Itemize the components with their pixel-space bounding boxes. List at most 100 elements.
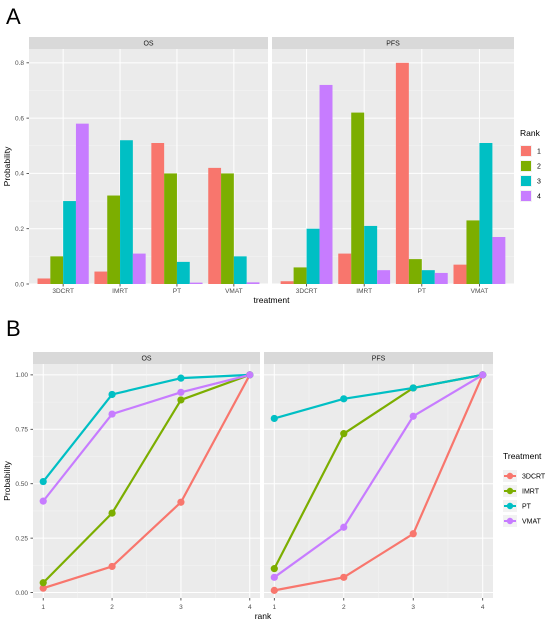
point-os-pt-rank-2: [108, 390, 116, 399]
a-legend-label-4: 4: [537, 194, 541, 201]
a-y-tick-label: 0.6: [15, 115, 24, 122]
bar-os-pt-rank-2: [164, 173, 177, 284]
b-x-tick-label: 1: [41, 604, 45, 611]
bar-pfs-pt-rank-4: [434, 272, 448, 284]
line-os-imrt: [42, 373, 251, 584]
bar-pfs-imrt-rank-4: [377, 270, 391, 284]
bar-os-vmat-rank-4: [246, 282, 260, 284]
b-y-tick-label: 0.50: [15, 481, 28, 488]
a-y-axis-title: Probability: [2, 146, 12, 186]
panel-label-b: B: [6, 316, 21, 341]
b-legend-key-point-3dcrt: [506, 472, 514, 480]
bar-pfs-pt-rank-1: [395, 62, 409, 284]
a-legend-key-1: [521, 146, 531, 156]
b-x-tick-label: 1: [272, 604, 276, 611]
a-legend-label-2: 2: [537, 164, 541, 171]
point-os-vmat-rank-4: [246, 371, 254, 379]
line-pfs-3dcrt: [274, 374, 484, 592]
a-legend-key-3: [521, 176, 531, 186]
bar-pfs-3dcrt-rank-3: [306, 228, 320, 284]
b-legend-label-pt: PT: [522, 504, 532, 511]
a-strip-label-pfs: PFS: [386, 41, 400, 48]
bar-os-vmat-rank-3: [233, 256, 247, 284]
bar-os-3dcrt-rank-4: [75, 123, 89, 284]
b-x-tick-label: 4: [248, 604, 252, 611]
a-strip-os: [29, 37, 268, 49]
a-x-tick-label: PT: [418, 288, 426, 295]
b-legend-key-point-vmat: [506, 517, 514, 525]
point-pfs-pt-rank-3: [409, 384, 417, 392]
point-os-pt-rank-1: [39, 477, 47, 486]
a-x-tick-label: 3DCRT: [52, 288, 74, 295]
bar-os-pt-rank-4: [189, 282, 203, 284]
b-strip-pfs: [264, 352, 493, 364]
point-os-vmat-rank-1: [39, 497, 47, 505]
a-y-tick-label: 0.2: [15, 226, 24, 233]
bar-pfs-3dcrt-rank-1: [280, 281, 294, 284]
bar-pfs-vmat-rank-2: [466, 220, 480, 284]
point-pfs-vmat-rank-4: [479, 371, 487, 379]
point-os-3dcrt-rank-2: [108, 562, 116, 571]
a-legend-key-4: [521, 191, 531, 201]
point-pfs-imrt-rank-1: [270, 565, 278, 573]
a-strip-label-os: OS: [143, 41, 153, 48]
point-pfs-vmat-rank-2: [340, 523, 348, 531]
point-os-3dcrt-rank-3: [177, 498, 185, 506]
b-x-tick-label: 2: [342, 604, 346, 611]
line-pfs-pt: [274, 373, 483, 420]
point-pfs-3dcrt-rank-2: [340, 573, 348, 581]
b-legend-key-point-imrt: [506, 487, 514, 495]
bar-pfs-pt-rank-2: [408, 259, 422, 284]
point-pfs-3dcrt-rank-1: [270, 586, 278, 594]
b-strip-label-pfs: PFS: [372, 356, 386, 363]
bar-chart-panel-a: OS 3DCRT IMRT PT VMAT PFS 3DCRT IMRT PT VMAT 0.0 0.…: [2, 37, 541, 305]
point-pfs-vmat-rank-3: [409, 412, 417, 420]
point-os-vmat-rank-2: [108, 410, 116, 418]
b-y-axis-title: Probability: [2, 460, 12, 500]
a-x-tick-label: IMRT: [112, 288, 128, 295]
b-legend-label-imrt: IMRT: [522, 489, 540, 496]
line-pfs-vmat: [273, 373, 484, 579]
line-os-pt: [42, 373, 250, 483]
a-legend-label-3: 3: [537, 179, 541, 186]
bar-pfs-3dcrt-rank-2: [293, 267, 307, 284]
b-x-tick-label: 4: [481, 604, 485, 611]
a-y-tick-label: 0.4: [15, 171, 24, 178]
bar-os-pt-rank-3: [176, 261, 190, 284]
bar-os-pt-rank-1: [151, 143, 165, 284]
point-os-vmat-rank-3: [177, 388, 185, 396]
a-legend-key-2: [521, 161, 531, 171]
bar-os-3dcrt-rank-2: [50, 256, 64, 284]
b-x-axis-title: rank: [255, 611, 272, 621]
a-x-tick-label: IMRT: [356, 288, 372, 295]
a-legend-title: Rank: [520, 128, 541, 138]
a-y-tick-label: 0.0: [15, 281, 24, 288]
b-y-tick-label: 0.00: [15, 590, 28, 597]
bar-os-vmat-rank-1: [208, 167, 222, 284]
line-chart-panel-b: OS 1 2 3 4 PFS 1 2 3 4 0.00 0.25 0.50 0.75 1.00 Probabi…: [2, 352, 546, 621]
b-y-tick-label: 0.75: [15, 427, 28, 434]
point-pfs-vmat-rank-1: [270, 573, 278, 581]
bar-pfs-3dcrt-rank-4: [319, 84, 333, 284]
point-os-imrt-rank-3: [177, 396, 185, 404]
bar-os-imrt-rank-4: [132, 253, 146, 284]
point-os-pt-rank-3: [177, 374, 185, 382]
bar-pfs-pt-rank-3: [421, 270, 435, 284]
line-os-vmat: [42, 373, 251, 502]
point-pfs-imrt-rank-2: [340, 430, 348, 438]
b-x-tick-label: 3: [179, 604, 183, 611]
b-legend-label-vmat: VMAT: [522, 519, 542, 526]
b-strip-os: [33, 352, 260, 364]
bar-pfs-imrt-rank-2: [351, 112, 365, 285]
bar-os-imrt-rank-1: [94, 271, 108, 284]
point-os-imrt-rank-2: [108, 509, 116, 517]
bar-os-3dcrt-rank-1: [37, 278, 51, 284]
bar-pfs-vmat-rank-1: [453, 264, 467, 284]
line-os-3dcrt: [42, 374, 251, 590]
a-strip-pfs: [272, 37, 514, 49]
bar-os-imrt-rank-2: [107, 195, 121, 284]
b-y-tick-label: 0.25: [15, 535, 28, 542]
b-strip-label-os: OS: [141, 356, 151, 363]
b-legend-key-point-pt: [506, 502, 514, 510]
